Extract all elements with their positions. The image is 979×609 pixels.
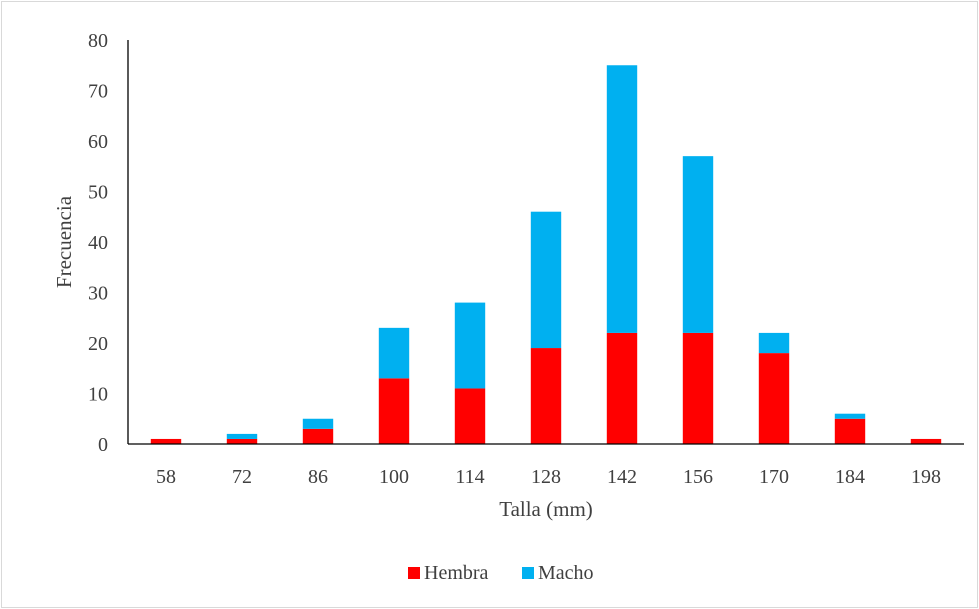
y-tick-labels: 0 10 20 30 40 50 60 70 80 [88,30,108,456]
legend: Hembra Macho [408,562,594,584]
bar-hembra-114 [454,388,486,444]
bar-hembra-86 [302,428,334,444]
x-tick-labels: 58 72 86 100 114 128 142 156 170 184 198 [156,466,941,488]
bar-hembra-100 [378,378,410,444]
bar-macho-184 [834,413,866,419]
x-axis-title: Talla (mm) [499,497,593,521]
y-tick-label: 40 [88,232,108,254]
bar-hembra-156 [682,332,714,444]
x-tick-label: 128 [531,466,561,488]
x-tick-label: 114 [455,466,484,488]
bar-macho-86 [302,418,334,429]
y-tick-label: 0 [98,434,108,456]
x-tick-label: 58 [156,466,176,488]
y-axis-title: Frecuencia [52,195,76,288]
bars-layer [150,65,942,444]
bar-hembra-128 [530,348,562,444]
bar-macho-170 [758,332,790,354]
legend-swatch-macho [522,567,534,579]
x-tick-label: 86 [308,466,328,488]
y-tick-label: 30 [88,283,108,305]
y-tick-label: 60 [88,131,108,153]
bar-macho-114 [454,302,486,389]
legend-label-macho: Macho [538,562,594,584]
legend-label-hembra: Hembra [424,562,489,584]
bar-hembra-170 [758,353,790,444]
bar-macho-100 [378,327,410,379]
x-tick-label: 156 [683,466,713,488]
bar-hembra-72 [226,438,258,444]
bar-macho-128 [530,211,562,349]
x-tick-label: 198 [911,466,941,488]
x-tick-label: 170 [759,466,789,488]
x-tick-label: 184 [835,466,865,488]
x-tick-label: 72 [232,466,252,488]
y-tick-label: 80 [88,30,108,52]
y-tick-label: 70 [88,81,108,103]
x-tick-label: 142 [607,466,637,488]
bar-macho-72 [226,433,258,439]
bar-hembra-198 [910,438,942,444]
y-tick-label: 10 [88,384,108,406]
bar-hembra-58 [150,438,182,444]
y-tick-label: 50 [88,182,108,204]
bar-hembra-142 [606,332,638,444]
y-tick-label: 20 [88,333,108,355]
legend-swatch-hembra [408,567,420,579]
bar-hembra-184 [834,418,866,444]
bar-macho-142 [606,65,638,333]
x-tick-label: 100 [379,466,409,488]
bar-macho-156 [682,156,714,333]
